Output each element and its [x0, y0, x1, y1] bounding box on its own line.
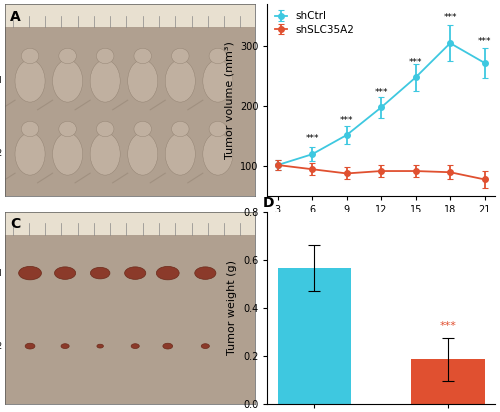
Ellipse shape — [134, 48, 152, 64]
Ellipse shape — [90, 60, 120, 102]
Text: ***: *** — [444, 13, 457, 22]
Ellipse shape — [209, 121, 226, 137]
Text: A: A — [10, 10, 21, 24]
Ellipse shape — [172, 121, 189, 137]
Text: ***: *** — [440, 321, 456, 330]
Ellipse shape — [166, 133, 196, 175]
Ellipse shape — [172, 48, 189, 64]
Text: D: D — [263, 196, 274, 210]
Ellipse shape — [59, 48, 76, 64]
Ellipse shape — [25, 343, 35, 349]
Text: ***: *** — [478, 37, 492, 46]
FancyBboxPatch shape — [5, 4, 256, 27]
Ellipse shape — [128, 133, 158, 175]
Text: shCtrl: shCtrl — [0, 269, 2, 278]
Ellipse shape — [61, 344, 69, 349]
Ellipse shape — [163, 343, 172, 349]
Text: C: C — [10, 218, 20, 232]
Text: ***: *** — [306, 134, 319, 143]
Ellipse shape — [18, 267, 42, 280]
Ellipse shape — [203, 60, 233, 102]
Ellipse shape — [166, 60, 196, 102]
Ellipse shape — [90, 133, 120, 175]
Ellipse shape — [59, 121, 76, 137]
Ellipse shape — [202, 344, 209, 349]
Ellipse shape — [52, 60, 82, 102]
FancyBboxPatch shape — [5, 212, 256, 235]
Text: shSLC35A2: shSLC35A2 — [0, 342, 2, 351]
Ellipse shape — [52, 133, 82, 175]
Ellipse shape — [156, 267, 179, 280]
Ellipse shape — [97, 344, 103, 348]
Ellipse shape — [96, 48, 114, 64]
Ellipse shape — [22, 48, 39, 64]
Ellipse shape — [15, 133, 45, 175]
Ellipse shape — [134, 121, 152, 137]
Text: shSLC35A2: shSLC35A2 — [0, 150, 2, 159]
Y-axis label: Tumor volume (mm³): Tumor volume (mm³) — [224, 41, 234, 159]
Ellipse shape — [203, 133, 233, 175]
Ellipse shape — [124, 267, 146, 279]
Ellipse shape — [22, 121, 39, 137]
Ellipse shape — [96, 121, 114, 137]
Ellipse shape — [54, 267, 76, 279]
Text: B: B — [263, 0, 274, 2]
Y-axis label: Tumor weight (g): Tumor weight (g) — [228, 260, 237, 355]
Text: shCtrl: shCtrl — [0, 77, 2, 85]
Ellipse shape — [128, 60, 158, 102]
Ellipse shape — [209, 48, 226, 64]
Legend: shCtrl, shSLC35A2: shCtrl, shSLC35A2 — [272, 9, 356, 37]
Bar — [411, 359, 484, 404]
Bar — [278, 268, 351, 404]
Ellipse shape — [90, 267, 110, 279]
Text: ***: *** — [374, 88, 388, 97]
Ellipse shape — [131, 344, 140, 349]
Ellipse shape — [194, 267, 216, 279]
X-axis label: Time (days): Time (days) — [348, 221, 414, 231]
Ellipse shape — [15, 60, 45, 102]
Text: ***: *** — [409, 58, 422, 67]
Text: ***: *** — [340, 117, 353, 125]
